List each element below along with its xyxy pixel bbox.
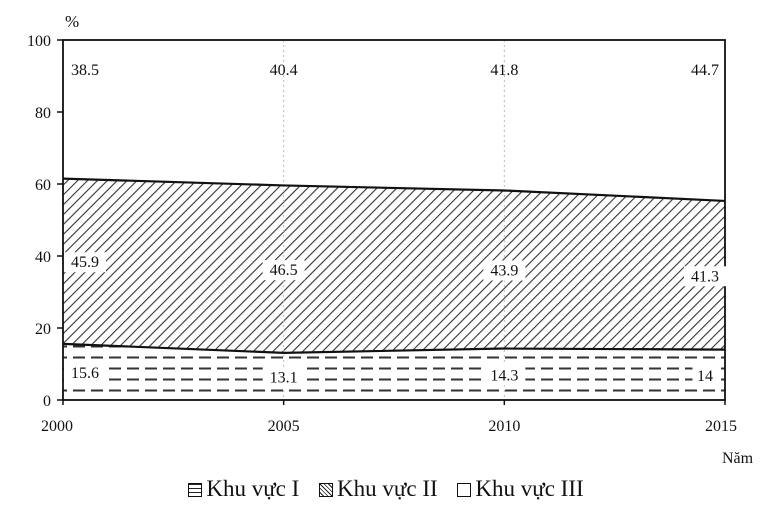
plot-frame	[62, 39, 726, 401]
data-label-background	[262, 367, 305, 388]
data-label-background	[64, 362, 106, 383]
y-tick-label: 0	[43, 393, 51, 410]
data-label-background	[483, 365, 526, 386]
data-label: 13.1	[270, 369, 298, 386]
area-chart: 0 20 40 60 80 100 2000 2005 2010 2015 15.6 13.1 14.…	[27, 12, 754, 467]
data-label: 14	[697, 368, 713, 385]
data-label-background	[64, 252, 106, 273]
legend-item-khu-vuc-1: Khu vực I	[188, 476, 299, 502]
y-tick-label: 100	[27, 33, 51, 50]
hatch-pattern-swatch-icon	[319, 483, 334, 497]
data-label-background	[684, 266, 726, 287]
legend-label: Khu vực II	[337, 476, 438, 501]
x-tick-label: 2010	[488, 418, 520, 435]
legend-item-khu-vuc-3: Khu vực III	[457, 476, 584, 502]
area-series-2	[63, 178, 725, 353]
y-tick-label: 60	[35, 177, 51, 194]
area-layer	[63, 40, 725, 400]
y-tick-label: 20	[35, 321, 51, 338]
x-axis-unit-label: Năm	[722, 450, 754, 467]
data-label: 43.9	[490, 263, 518, 280]
y-axis-unit-label: %	[65, 12, 79, 31]
data-label: 15.6	[71, 365, 99, 382]
area-series-1	[63, 343, 725, 400]
data-label: 41.3	[691, 268, 719, 285]
y-tick-label: 40	[35, 249, 51, 266]
data-label: 40.4	[270, 62, 298, 79]
data-label: 44.7	[691, 62, 719, 79]
legend: Khu vực I Khu vực II Khu vực III	[0, 476, 772, 502]
y-tick-label: 80	[35, 105, 51, 122]
data-label-layer: 15.6 13.1 14.3 14 45.9 46.5 43.9 41.3 38.5 40.4 41…	[64, 62, 726, 388]
area-series-3	[63, 40, 725, 201]
boundary-line-layer	[62, 177, 726, 354]
axis-layer: 0 20 40 60 80 100 2000 2005 2010 2015	[27, 33, 737, 435]
legend-label: Khu vực I	[206, 476, 300, 501]
data-label-background	[262, 260, 305, 281]
data-label: 14.3	[490, 367, 518, 384]
stack-boundary-line	[62, 177, 726, 203]
legend-item-khu-vuc-2: Khu vực II	[319, 476, 438, 502]
data-label: 45.9	[71, 254, 99, 271]
data-label: 46.5	[270, 262, 298, 279]
x-tick-label: 2015	[705, 418, 737, 435]
data-label: 38.5	[71, 62, 99, 79]
data-label: 41.8	[490, 62, 518, 79]
data-label-background	[483, 260, 526, 281]
data-label-background	[692, 365, 718, 386]
blank-swatch-icon	[457, 483, 472, 497]
legend-label: Khu vực III	[475, 476, 584, 501]
x-tick-label: 2000	[41, 418, 73, 435]
stack-boundary-line	[62, 342, 726, 354]
guide-layer	[283, 40, 505, 400]
x-tick-label: 2005	[268, 418, 300, 435]
dashed-pattern-swatch-icon	[188, 483, 203, 497]
